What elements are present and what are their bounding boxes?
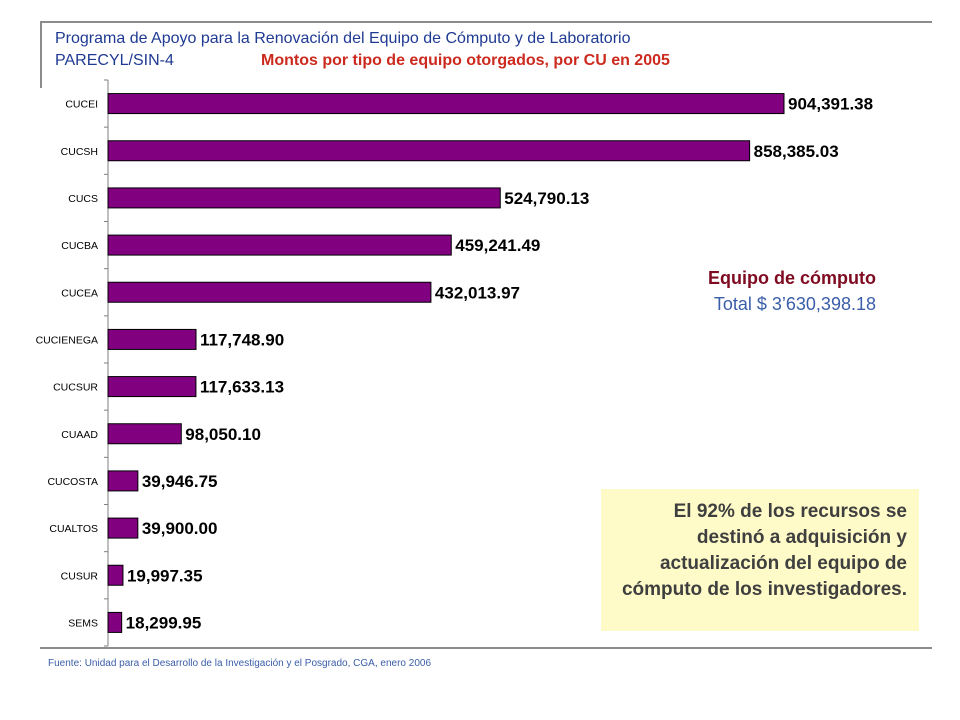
header-rule-left: [40, 21, 42, 88]
data-label: 524,790.13: [504, 189, 589, 208]
bar-cuaad: [107, 423, 182, 445]
data-label: 459,241.49: [455, 236, 540, 255]
data-label: 117,633.13: [200, 378, 284, 397]
category-label: CUCSH: [61, 146, 98, 158]
category-label: CUSUR: [61, 570, 99, 582]
header-rule-top: [40, 21, 932, 23]
program-code: PARECYL/SIN-4: [55, 52, 174, 69]
data-label: 858,385.03: [754, 142, 839, 161]
data-label: 98,050.10: [185, 425, 261, 444]
data-label: 39,946.75: [142, 472, 218, 491]
bar-cucsur: [107, 376, 197, 398]
category-label: CUCEI: [65, 99, 98, 111]
summary-title: Equipo de cómputo: [708, 268, 876, 288]
footer-rule: [40, 647, 932, 649]
note-box: El 92% de los recursos se destinó a adqu…: [601, 489, 919, 631]
category-label: CUALTOS: [49, 523, 98, 535]
category-label: SEMS: [68, 617, 98, 629]
source-note: Fuente: Unidad para el Desarrollo de la …: [48, 658, 432, 669]
bar-cualtos: [107, 517, 139, 539]
chart-title: Montos por tipo de equipo otorgados, por…: [261, 52, 670, 69]
bar-cucsh: [107, 140, 751, 162]
bar-cucei: [107, 93, 785, 115]
category-label: CUCSUR: [53, 382, 98, 394]
bar-cucienega: [107, 328, 197, 350]
program-title: Programa de Apoyo para la Renovación del…: [55, 30, 631, 47]
category-label: CUCOSTA: [47, 476, 98, 488]
data-label: 39,900.00: [142, 519, 218, 538]
category-label: CUAAD: [61, 429, 98, 441]
data-label: 432,013.97: [435, 283, 520, 302]
data-label: 18,299.95: [126, 613, 202, 632]
category-label: CUCBA: [61, 240, 98, 252]
summary-total: Total $ 3’630,398.18: [713, 294, 876, 314]
bar-cucs: [107, 187, 501, 209]
category-label: CUCS: [68, 193, 98, 205]
data-label: 904,391.38: [788, 95, 873, 114]
bar-cucosta: [107, 470, 139, 492]
bar-cusur: [107, 564, 124, 586]
bar-sems: [107, 611, 123, 633]
category-label: CUCEA: [61, 287, 98, 299]
data-label: 19,997.35: [127, 566, 203, 585]
data-label: 117,748.90: [200, 330, 284, 349]
bar-cucba: [107, 234, 452, 256]
category-label: CUCIENEGA: [36, 334, 98, 346]
bar-cucea: [107, 281, 432, 303]
